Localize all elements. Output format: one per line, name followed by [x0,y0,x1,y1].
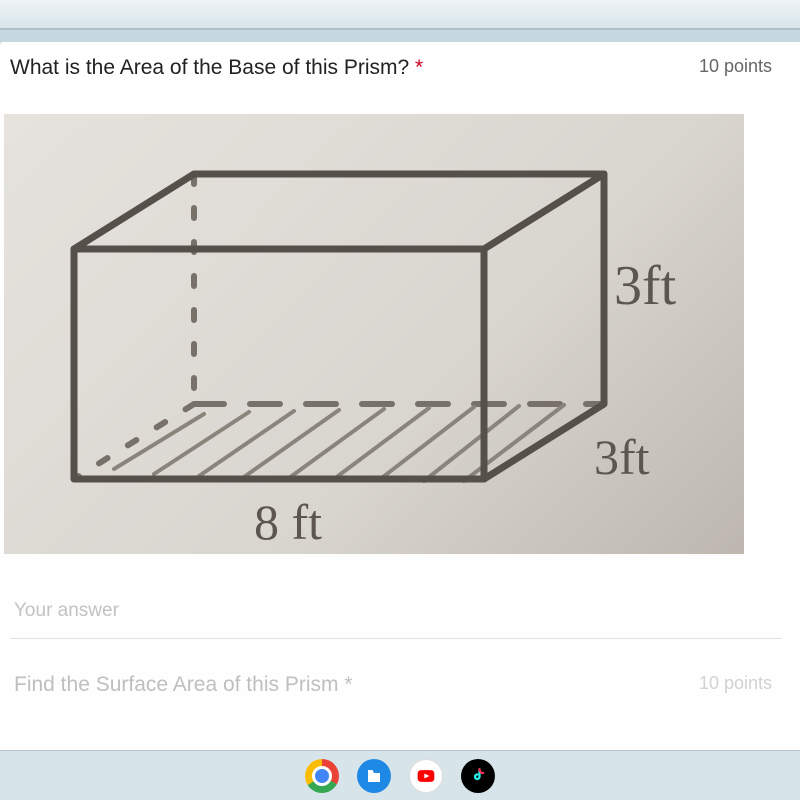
points-label: 10 points [699,56,772,77]
label-width: 8 ft [254,494,322,550]
next-question-text: Find the Surface Area of this Prism [14,673,344,696]
question-header: What is the Area of the Base of this Pri… [0,42,800,84]
next-required-asterisk: * [344,673,352,696]
question-text: What is the Area of the Base of this Pri… [10,56,415,79]
browser-tab-strip [0,0,800,30]
question-text-container: What is the Area of the Base of this Pri… [10,56,423,80]
form-card: What is the Area of the Base of this Pri… [0,42,800,800]
screen: What is the Area of the Base of this Pri… [0,0,800,800]
youtube-icon[interactable] [409,759,443,793]
answer-placeholder[interactable]: Your answer [0,574,800,632]
prism-diagram: 3ft 3ft 8 ft [4,114,744,554]
chrome-icon[interactable] [305,759,339,793]
taskbar [0,750,800,800]
next-question-container: Find the Surface Area of this Prism * [14,673,353,697]
label-height: 3ft [614,255,677,317]
tiktok-icon[interactable] [461,759,495,793]
question-image: 3ft 3ft 8 ft [4,114,744,554]
next-question-row: Find the Surface Area of this Prism * 10… [0,639,800,701]
files-icon[interactable] [357,759,391,793]
next-points-label: 10 points [699,673,772,697]
label-depth: 3ft [594,429,650,485]
required-asterisk: * [415,56,423,79]
